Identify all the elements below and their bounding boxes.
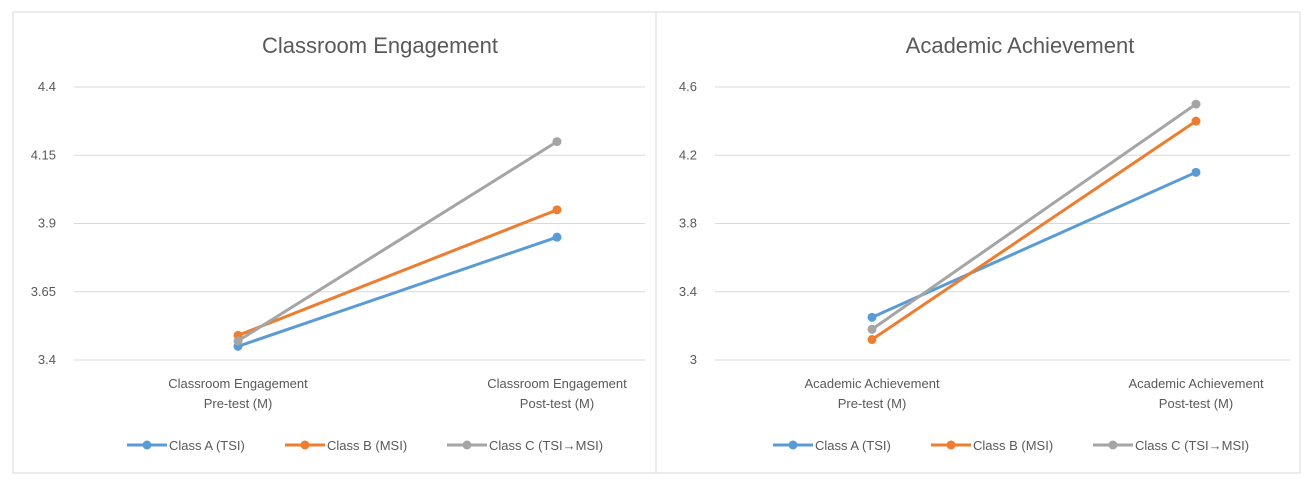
y-tick-label: 3.9: [38, 216, 56, 231]
legend-item: Class B (MSI): [285, 438, 407, 453]
y-tick-label: 4.4: [38, 79, 56, 94]
y-tick-label: 4.6: [679, 79, 697, 94]
series-line: [236, 235, 559, 348]
legend-swatch-marker: [462, 440, 472, 450]
data-point: [552, 232, 562, 242]
y-tick-label: 3.65: [31, 284, 56, 299]
legend-label: Class A (TSI): [815, 438, 891, 453]
legend-item: Class C (TSI→MSI): [447, 438, 603, 453]
data-point: [867, 324, 877, 334]
legend-label: Class A (TSI): [169, 438, 245, 453]
data-point: [552, 205, 562, 215]
data-point: [552, 137, 562, 147]
legend-swatch-marker: [946, 440, 956, 450]
series-line: [236, 140, 559, 343]
legend-swatch-marker: [788, 440, 798, 450]
x-category-label: Academic Achievement: [1128, 376, 1264, 391]
legend-item: Class A (TSI): [127, 438, 245, 453]
series-line: [870, 102, 1198, 331]
y-tick-label: 4.15: [31, 147, 56, 162]
y-tick-label: 4.2: [679, 147, 697, 162]
data-point: [1191, 99, 1201, 109]
series-line: [870, 119, 1198, 342]
chart-panel-2: Academic Achievement 3 3.4 3.8 4.2 4.6 Academi…: [655, 11, 1301, 474]
legend-label: Class C (TSI→MSI): [1135, 438, 1249, 453]
x-category-label: Academic Achievement: [804, 376, 940, 391]
data-point: [867, 335, 877, 345]
data-point: [233, 336, 243, 346]
data-point: [1191, 116, 1201, 126]
legend-swatch-marker: [1108, 440, 1118, 450]
series-line: [236, 208, 559, 337]
x-category-label: Post-test (M): [1159, 396, 1233, 411]
legend-swatch-marker: [142, 440, 152, 450]
y-tick-label: 3.8: [679, 216, 697, 231]
legend-label: Class B (MSI): [973, 438, 1053, 453]
legend-item: Class B (MSI): [931, 438, 1053, 453]
y-tick-label: 3.4: [679, 284, 697, 299]
legend-label: Class C (TSI→MSI): [489, 438, 603, 453]
x-category-label: Pre-test (M): [838, 396, 907, 411]
chart-panel-1: Classroom Engagement 3.4 3.65 3.9 4.15 4.4 Cla…: [12, 11, 657, 474]
legend-item: Class A (TSI): [773, 438, 891, 453]
x-category-label: Pre-test (M): [204, 396, 273, 411]
legend-item: Class C (TSI→MSI): [1093, 438, 1249, 453]
x-category-label: Classroom Engagement: [487, 376, 627, 391]
x-category-label: Classroom Engagement: [168, 376, 308, 391]
data-point: [1191, 167, 1201, 177]
data-point: [867, 312, 877, 322]
y-tick-label: 3: [690, 352, 697, 367]
legend-swatch-marker: [300, 440, 310, 450]
x-category-label: Post-test (M): [520, 396, 594, 411]
chart-frame: [655, 11, 1301, 474]
y-tick-label: 3.4: [38, 352, 56, 367]
chart-title: Academic Achievement: [906, 33, 1135, 58]
legend-label: Class B (MSI): [327, 438, 407, 453]
chart-title: Classroom Engagement: [262, 33, 498, 58]
